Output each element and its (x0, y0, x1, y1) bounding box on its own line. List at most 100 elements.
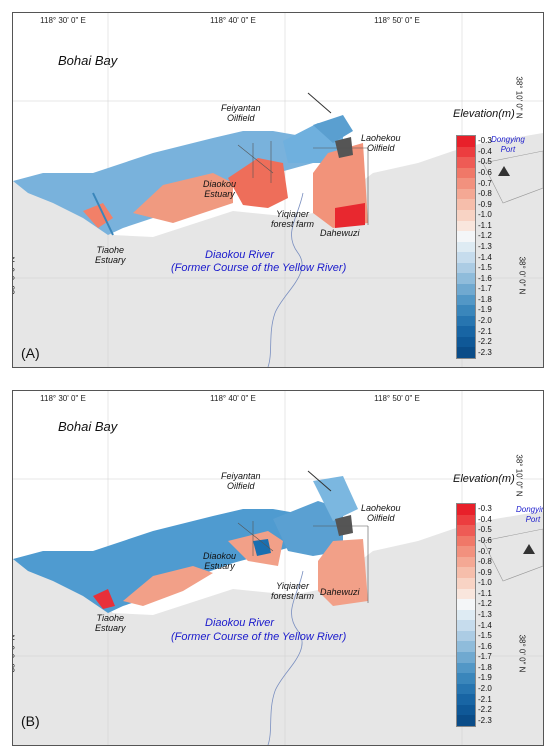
legend-tick-label: -1.3 (478, 242, 492, 251)
port-area (482, 150, 543, 204)
cool-patch-northeast (313, 476, 358, 521)
legend-swatch (457, 146, 475, 158)
warm-patch-tiaohe (93, 589, 115, 609)
legend-tick-label: -1.6 (478, 273, 492, 283)
legend-tick-label: -0.9 (478, 199, 492, 209)
map-canvas-b (13, 391, 543, 745)
port-marker (498, 166, 510, 176)
map-panel-a: 118° 30' 0" E 118° 40' 0" E 118° 50' 0" … (12, 12, 544, 368)
river-label-line1: Diaokou River (205, 249, 275, 261)
legend-tick-label: -1.7 (478, 652, 492, 662)
legend-tick-label: -1.2 (478, 231, 492, 241)
feiyantan-label: Feiyantan Oilfield (221, 103, 261, 123)
legend-swatch (457, 315, 475, 327)
legend-swatch (457, 273, 475, 285)
legend-tick-label: -1.0 (478, 210, 492, 220)
legend-swatch (457, 662, 475, 674)
laohekou-label: Laohekou Oilfield (361, 133, 401, 153)
legend-tick-label: -0.7 (478, 178, 492, 188)
legend-tick-label: -1.5 (478, 631, 492, 641)
warm-patch-diaokou (228, 158, 288, 208)
oilfield-block (335, 515, 353, 536)
dongying-port-label: Dongying Port (491, 135, 525, 154)
cool-patch-northeast (313, 115, 353, 143)
legend-swatch (457, 652, 475, 664)
legend-swatch (457, 336, 475, 348)
river-label-line2: (Former Course of the Yellow River) (171, 631, 347, 643)
lat-label-left-2: 38° 0' 0" N (12, 257, 17, 295)
lat-label-left-2: 38° 0' 0" N (12, 635, 17, 673)
lat-label-right-2: 38° 0' 0" N (517, 256, 527, 295)
legend-swatch (457, 252, 475, 264)
lat-label-left-1: 38° 10' 0" N (13, 454, 14, 496)
legend-tick-label: -2.1 (478, 694, 492, 704)
legend-swatch (457, 241, 475, 253)
map-panel-b: 118° 30' 0" E 118° 40' 0" E 118° 50' 0" … (12, 390, 544, 746)
legend-swatch (457, 210, 475, 222)
map-canvas-a (13, 13, 543, 367)
legend-swatch (457, 588, 475, 600)
legend-swatch (457, 188, 475, 200)
dahewuzi-label: Dahewuzi (320, 587, 360, 597)
legend-swatch (457, 704, 475, 716)
legend-swatch (457, 157, 475, 169)
legend-swatch (457, 578, 475, 590)
legend-swatch (457, 525, 475, 537)
legend-swatch (457, 546, 475, 558)
feiyantan-label: Feiyantan Oilfield (221, 471, 261, 491)
legend-tick-label: -0.8 (478, 557, 492, 567)
dongying-port-label: Dongying Port (516, 505, 543, 524)
legend-swatch (457, 630, 475, 642)
legend-tick-label: -1.0 (478, 578, 492, 588)
panel-letter: (B) (21, 713, 40, 729)
diaokou-estuary-label: Diaokou Estuary (203, 179, 237, 199)
diaokou-river (267, 570, 304, 745)
legend-tick-label: -1.3 (478, 610, 492, 619)
legend-swatch (457, 620, 475, 632)
lon-label-top-2: 118° 40' 0" E (210, 16, 256, 25)
tiaohe-label: Tiaohe Estuary (95, 245, 126, 265)
cool-patch-diaokou (253, 539, 271, 556)
legend-swatch (457, 567, 475, 579)
legend-tick-label: -2.2 (478, 705, 492, 715)
legend-tick-label: -0.4 (478, 146, 492, 156)
lon-label-top-1: 118° 30' 0" E (40, 16, 86, 25)
legend-title: Elevation(m) (453, 108, 515, 120)
dahewuzi-label: Dahewuzi (320, 228, 360, 238)
lat-label-right-1: 38° 10' 0" N (514, 76, 524, 119)
legend-tick-label: -1.9 (478, 305, 492, 315)
warm-patch-west (133, 173, 233, 223)
legend-colorbar: -0.3 -0.4 -0.5 -0.6 -0.7 -0.8 -0.9 -1.0 -1.1 -1.2… (456, 503, 492, 727)
bay-label: Bohai Bay (58, 419, 118, 434)
legend-swatch (457, 683, 475, 695)
legend-swatch (457, 535, 475, 547)
lat-label-right-1: 38° 10' 0" N (514, 454, 524, 497)
legend-tick-label: -2.0 (478, 316, 492, 325)
lon-label-top-1: 118° 30' 0" E (40, 394, 86, 403)
legend-swatch (457, 514, 475, 526)
legend-tick-label: -1.4 (478, 620, 492, 630)
legend-tick-label: -0.6 (478, 168, 492, 177)
legend-swatch (457, 220, 475, 232)
legend-swatch (457, 641, 475, 653)
warm-patch-east (318, 539, 368, 606)
legend-tick-label: -1.1 (478, 220, 492, 230)
legend-swatch (457, 136, 475, 148)
legend-swatch (457, 167, 475, 179)
legend-swatch (457, 231, 475, 243)
legend-tick-label: -0.3 (478, 136, 492, 146)
legend-tick-label: -0.3 (478, 504, 492, 514)
legend-swatch (457, 673, 475, 685)
warm-patch-west (123, 566, 213, 606)
diaokou-river (267, 192, 304, 367)
yiqianer-label: Yiqianer forest farm (271, 209, 315, 229)
legend-swatch (457, 326, 475, 338)
legend-swatch (457, 347, 475, 359)
legend-tick-label: -1.2 (478, 599, 492, 609)
legend-swatch (457, 294, 475, 306)
study-area-west (13, 509, 313, 613)
lat-label-right-2: 38° 0' 0" N (517, 634, 527, 673)
warm-patch-tiaohe (83, 203, 113, 228)
legend-swatch (457, 609, 475, 621)
legend-swatch (457, 694, 475, 706)
